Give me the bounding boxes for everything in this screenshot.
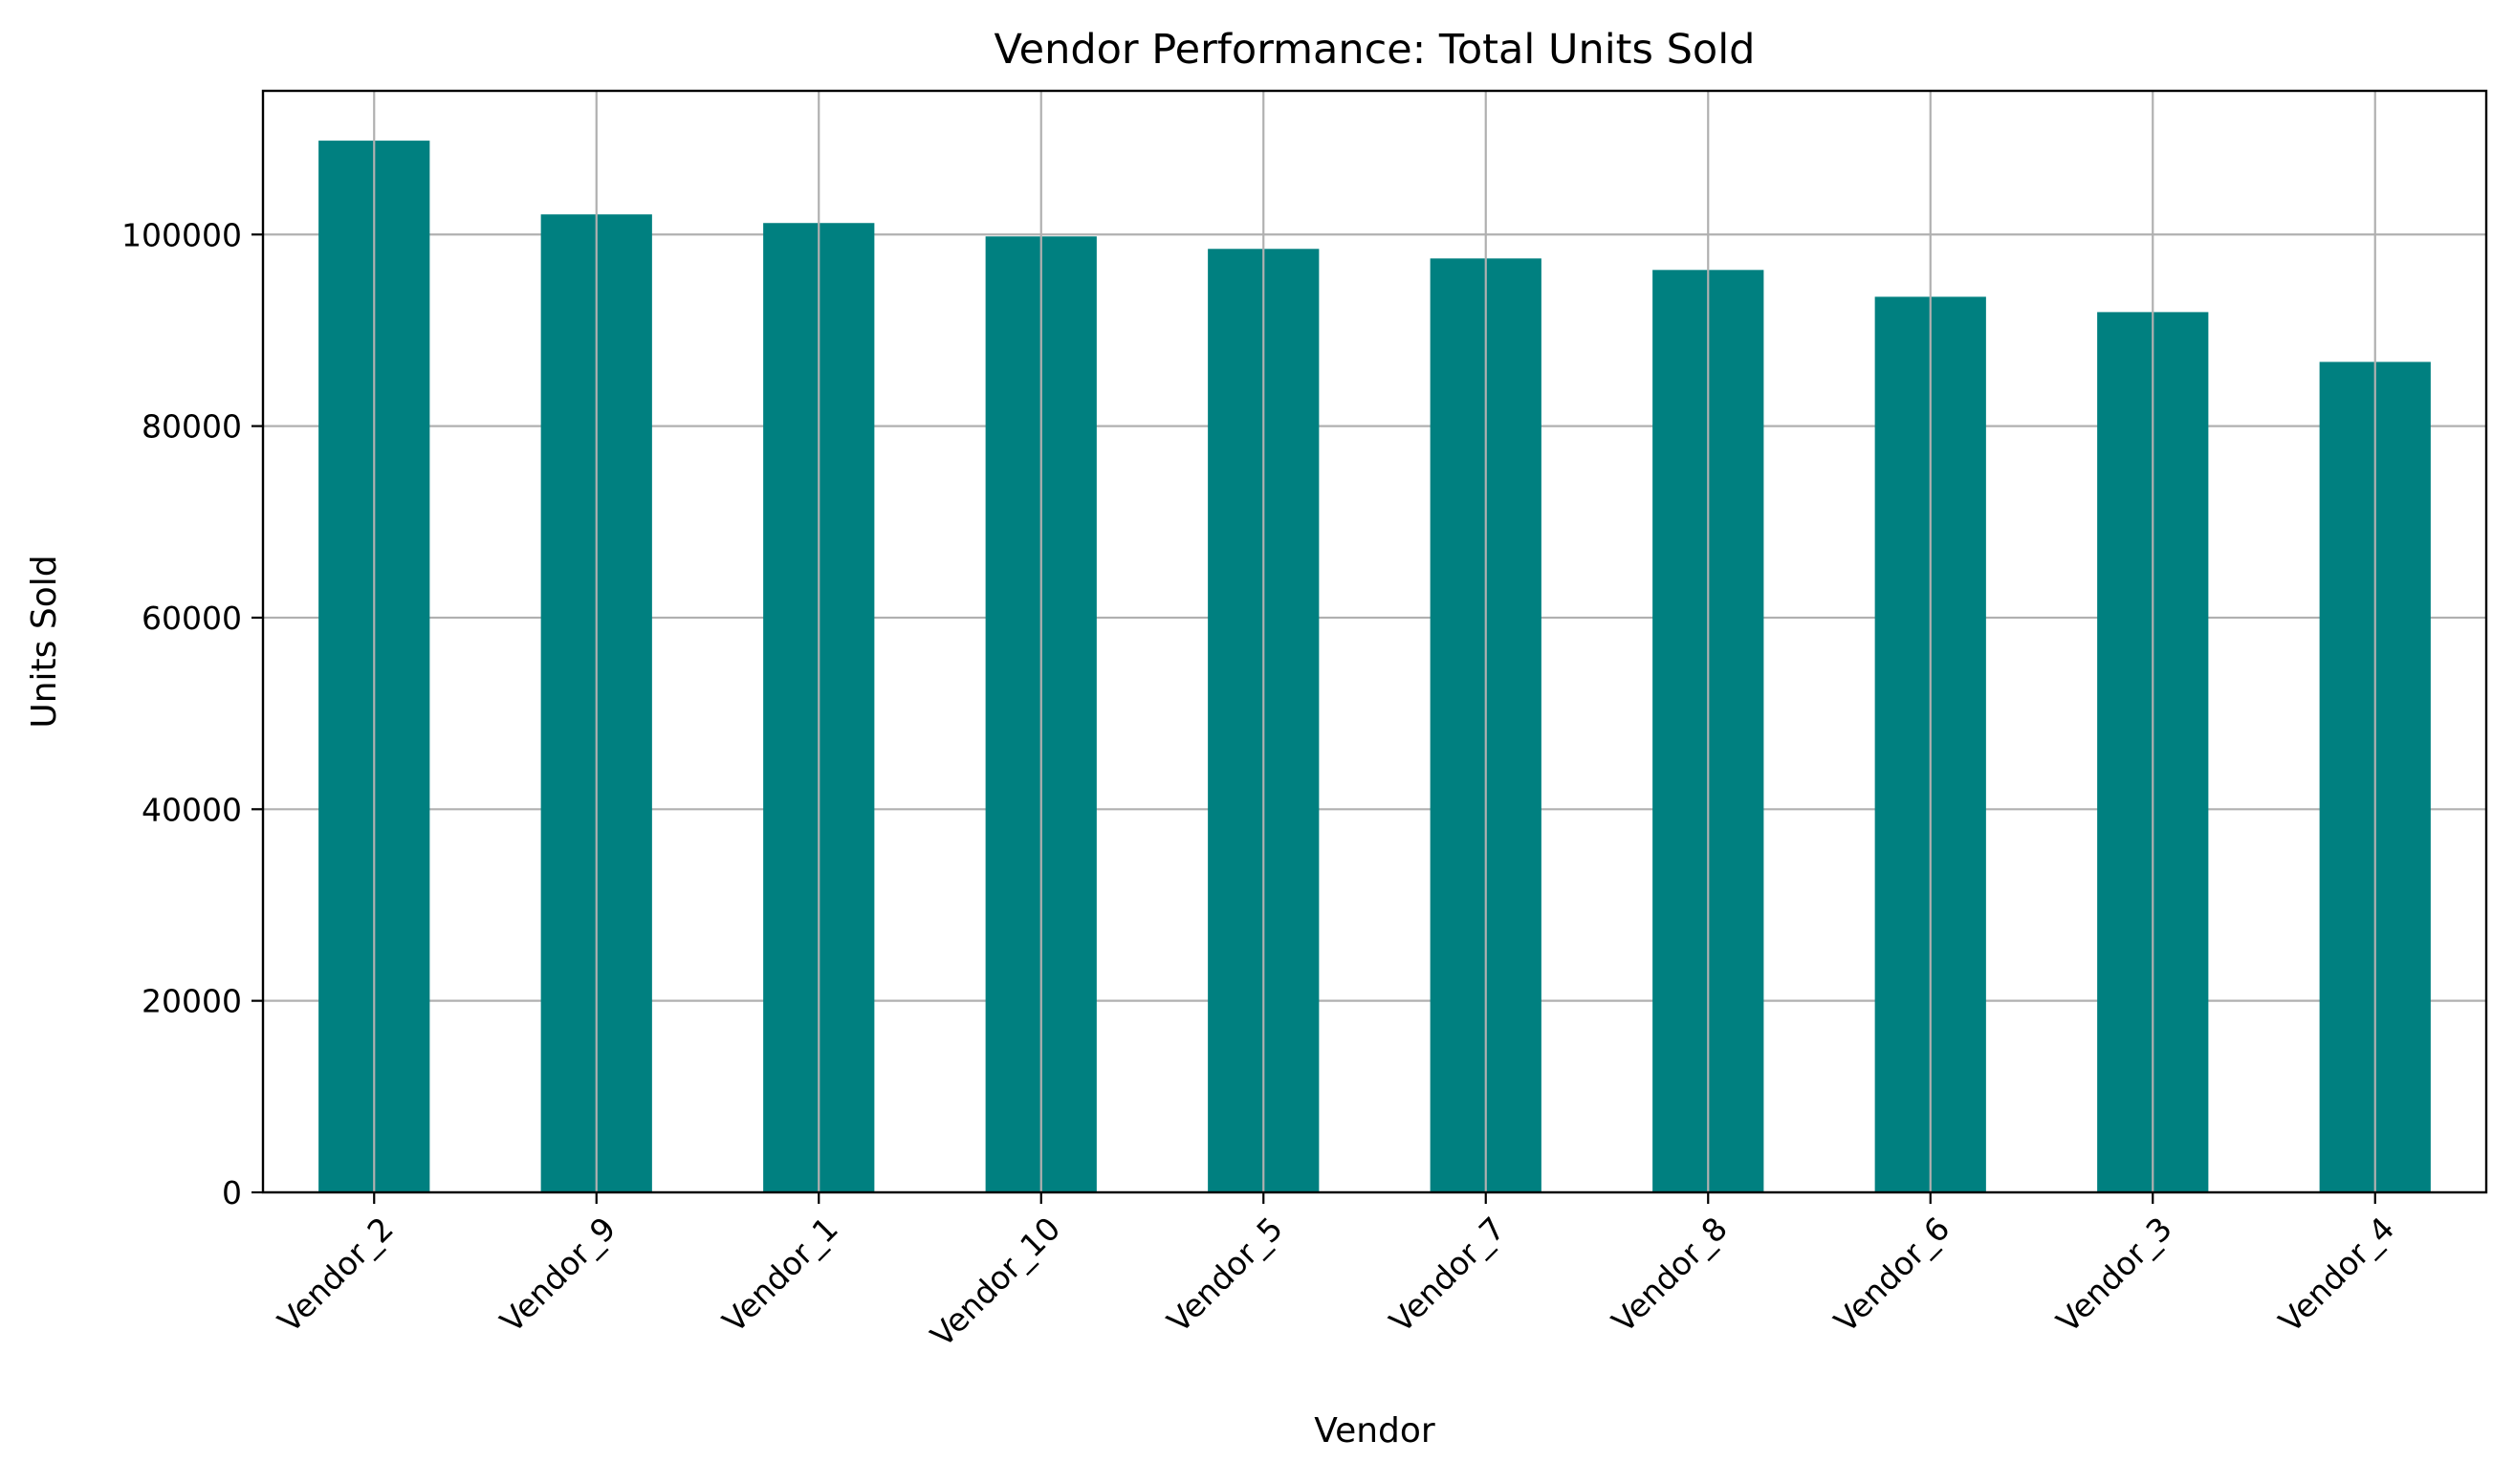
- y-tick-label: 20000: [142, 983, 242, 1020]
- x-tick-label: Vendor_8: [1605, 1210, 1735, 1340]
- x-tick-label: Vendor_4: [2271, 1210, 2401, 1340]
- y-tick-label: 80000: [142, 408, 242, 446]
- x-tick-label: Vendor_5: [1160, 1210, 1290, 1340]
- chart-title: Vendor Performance: Total Units Sold: [995, 26, 1756, 74]
- y-axis-ticks: 0 20000 40000 60000 80000 100000: [121, 216, 263, 1211]
- y-tick-label: 0: [222, 1174, 242, 1211]
- x-tick-label: Vendor_6: [1826, 1210, 1957, 1340]
- x-axis-label: Vendor: [1314, 1411, 1435, 1451]
- bars-layer: [318, 141, 2431, 1193]
- vertical-grid-layer: [373, 91, 2376, 1192]
- x-tick-label: Vendor_9: [492, 1210, 623, 1340]
- x-tick-label: Vendor_3: [2049, 1210, 2179, 1340]
- x-tick-label: Vendor_1: [715, 1210, 845, 1340]
- y-tick-label: 100000: [121, 216, 242, 253]
- x-tick-label: Vendor_7: [1382, 1210, 1512, 1340]
- x-tick-label: Vendor_2: [271, 1210, 401, 1340]
- y-tick-label: 60000: [142, 600, 242, 637]
- y-tick-label: 40000: [142, 791, 242, 828]
- axes-frame: [261, 89, 2488, 1194]
- y-axis-label: Units Sold: [25, 555, 64, 728]
- x-axis-ticks: Vendor_2 Vendor_9 Vendor_1 Vendor_10 Vendor_…: [271, 1192, 2401, 1354]
- x-tick-label: Vendor_10: [923, 1210, 1067, 1354]
